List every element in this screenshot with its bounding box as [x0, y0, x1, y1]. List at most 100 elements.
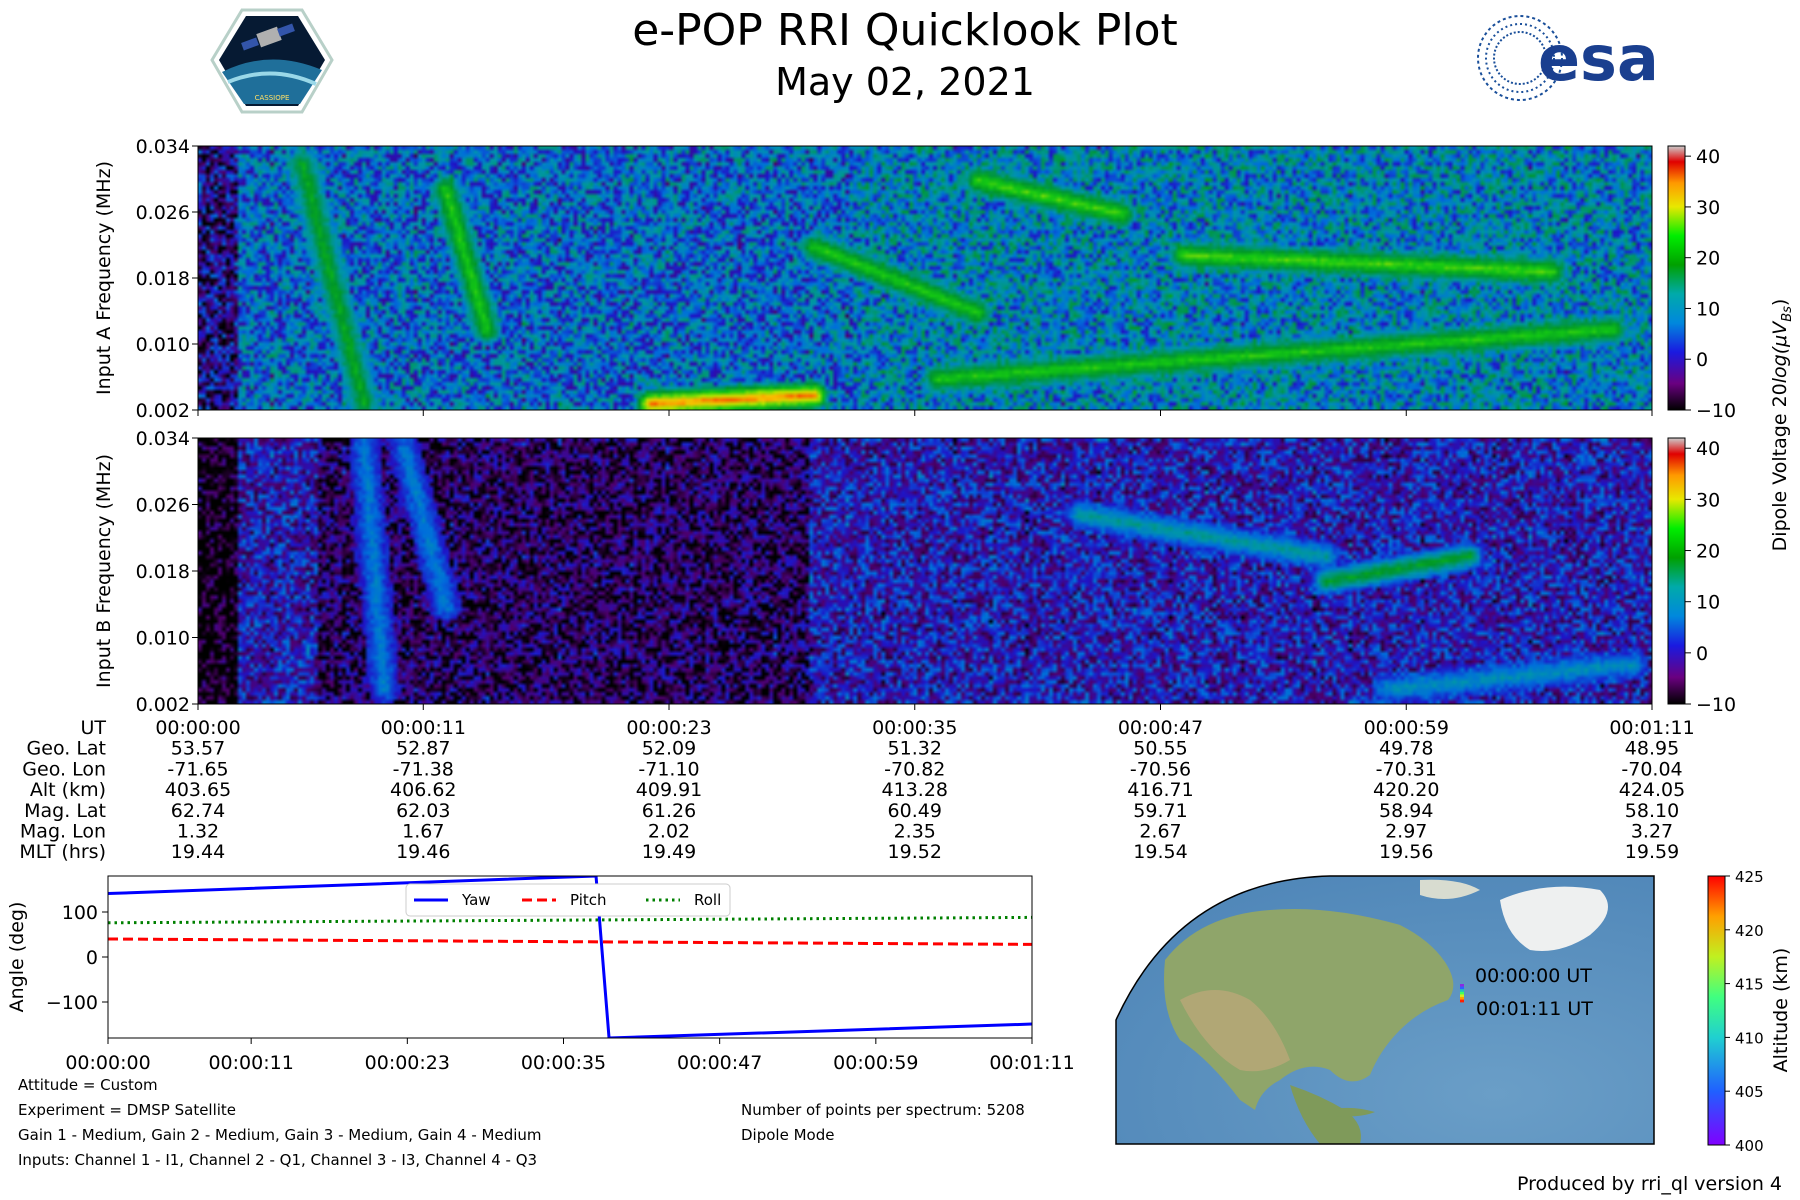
- ephemeris-cell: 19.49: [642, 841, 696, 863]
- map-globe: [1116, 876, 1654, 1144]
- altitude-colorbar: 425 420 415 410 405 400: [1707, 868, 1764, 1155]
- y-tick-label: 0.034: [136, 136, 190, 158]
- voltage-colorbar-label-end: ): [1769, 299, 1791, 306]
- track-segment: [1460, 999, 1464, 1003]
- y-tick-label: 0.018: [136, 561, 190, 583]
- cassiope-logo: CASSIOPE: [210, 8, 334, 114]
- attitude-y-tick-label: 100: [62, 902, 98, 924]
- ephemeris-cell: 1.67: [402, 821, 444, 843]
- info-gains: Gain 1 - Medium, Gain 2 - Medium, Gain 3…: [18, 1126, 542, 1144]
- altitude-tick-label: 420: [1735, 922, 1764, 940]
- ephemeris-cell: 406.62: [390, 779, 456, 801]
- info-text: Attitude = Custom Experiment = DMSP Sate…: [18, 1076, 1782, 1195]
- legend-box: [405, 883, 731, 917]
- altitude-tick-label: 405: [1735, 1083, 1764, 1101]
- legend-label-roll: Roll: [694, 891, 721, 909]
- colorbar-tick-label: 10: [1696, 298, 1720, 320]
- altitude-tick-label: 400: [1735, 1137, 1764, 1155]
- spectrogram-input-a: 0.034 0.026 0.018 0.010 0.002 Input A Frequen…: [93, 136, 1653, 422]
- attitude-x-tick-label: 00:00:11: [208, 1052, 293, 1074]
- ephemeris-cell: 2.35: [894, 821, 936, 843]
- ephemeris-cell: 49.78: [1379, 738, 1433, 760]
- colorbar-tick-label: 30: [1696, 489, 1720, 511]
- ground-track-map: 00:00:00 UT 00:01:11 UT: [1115, 875, 1655, 1145]
- colorbar-tick-label: 40: [1696, 438, 1720, 460]
- ephemeris-cell: 19.46: [396, 841, 450, 863]
- voltage-colorbar-a: [1667, 145, 1686, 411]
- voltage-colorbar-label-sub: Bs: [1780, 306, 1795, 322]
- ephemeris-cell: 19.56: [1379, 841, 1433, 863]
- altitude-tick-label: 410: [1735, 1029, 1764, 1047]
- y-tick-label: 0.010: [136, 334, 190, 356]
- ephemeris-cell: 58.10: [1625, 800, 1679, 822]
- ephemeris-cell: 424.05: [1619, 779, 1685, 801]
- legend-label-yaw: Yaw: [461, 891, 491, 909]
- ephemeris-cell: -70.82: [884, 758, 945, 780]
- esa-logo: esa: [1477, 15, 1659, 101]
- altitude-colorbar-label: Altitude (km): [1770, 948, 1792, 1073]
- ephemeris-cell: -70.31: [1376, 758, 1437, 780]
- ephemeris-cell: 403.65: [165, 779, 231, 801]
- ephemeris-cell: 19.52: [888, 841, 942, 863]
- attitude-legend: Yaw Pitch Roll: [405, 883, 731, 917]
- ephemeris-cell: 1.32: [177, 821, 219, 843]
- attitude-x-tick-label: 00:00:00: [65, 1052, 150, 1074]
- attitude-series: [108, 876, 1032, 1038]
- colorbar-tick-label: 20: [1696, 541, 1720, 563]
- voltage-colorbar-label-italic: log(μV: [1769, 320, 1791, 383]
- colorbar-tick-label: 30: [1696, 197, 1720, 219]
- ephemeris-cell: 19.44: [171, 841, 225, 863]
- ephemeris-cell: 19.54: [1133, 841, 1187, 863]
- info-mode: Dipole Mode: [741, 1126, 834, 1144]
- ephemeris-cell: 00:00:59: [1364, 717, 1449, 739]
- ephemeris-cell: 00:00:00: [155, 717, 240, 739]
- colorbar-tick-label: 10: [1696, 592, 1720, 614]
- attitude-x-tick-label: 00:00:47: [677, 1052, 762, 1074]
- attitude-line-yaw: [108, 876, 1032, 1038]
- ephemeris-cell: 409.91: [636, 779, 702, 801]
- y-tick-label: 0.010: [136, 628, 190, 650]
- legend-label-pitch: Pitch: [570, 891, 607, 909]
- ephemeris-cell: 58.94: [1379, 800, 1433, 822]
- ephemeris-row-label: Geo. Lat: [27, 738, 106, 760]
- y-tick-label: 0.018: [136, 268, 190, 290]
- ephemeris-cell: 416.71: [1127, 779, 1193, 801]
- y-axis-label: Input B Frequency (MHz): [93, 454, 115, 688]
- track-segment: [1460, 984, 1464, 987]
- ephemeris-cell: 62.03: [396, 800, 450, 822]
- y-tick-label: 0.002: [136, 400, 190, 422]
- track-segment: [1460, 997, 1464, 1000]
- ephemeris-cell: -71.10: [638, 758, 699, 780]
- attitude-y-label: Angle (deg): [6, 902, 28, 1013]
- info-experiment: Experiment = DMSP Satellite: [18, 1101, 236, 1119]
- attitude-x-tick-label: 00:01:11: [989, 1052, 1074, 1074]
- ephemeris-cell: 00:00:11: [381, 717, 466, 739]
- esa-logo-text: esa: [1538, 22, 1659, 95]
- y-tick-label: 0.034: [136, 428, 190, 450]
- ephemeris-cell: -71.38: [393, 758, 454, 780]
- colorbar-tick-label: 0: [1696, 349, 1708, 371]
- info-points: Number of points per spectrum: 5208: [741, 1101, 1025, 1119]
- y-tick-label: 0.026: [136, 495, 190, 517]
- ephemeris-row-label: MLT (hrs): [19, 841, 106, 863]
- ephemeris-cell: -70.56: [1130, 758, 1191, 780]
- spectrogram-image: [198, 438, 1652, 704]
- info-inputs: Inputs: Channel 1 - I1, Channel 2 - Q1, …: [18, 1151, 537, 1169]
- ephemeris-cell: 53.57: [171, 738, 225, 760]
- ephemeris-cell: 59.71: [1133, 800, 1187, 822]
- header: e-POP RRI Quicklook Plot May 02, 2021 CA…: [210, 5, 1659, 114]
- ephemeris-row-label: Geo. Lon: [22, 758, 106, 780]
- voltage-colorbar-b: [1667, 437, 1686, 705]
- ephemeris-row-label: Mag. Lat: [24, 800, 106, 822]
- y-tick-label: 0.002: [136, 694, 190, 716]
- altitude-tick-label: 415: [1735, 976, 1764, 994]
- attitude-plot: 100 0 −100 00:00:00 00:00:11 00:00:23 00:00:35…: [6, 875, 1075, 1074]
- voltage-colorbar-label: Dipole Voltage 20log(μVBs): [1769, 299, 1795, 552]
- attitude-x-tick-label: 00:00:23: [365, 1052, 450, 1074]
- spectrogram-image: [198, 146, 1652, 410]
- track-start-label: 00:00:00 UT: [1475, 965, 1592, 987]
- ephemeris-cell: 00:00:23: [626, 717, 711, 739]
- voltage-colorbar-label-main: Dipole Voltage 20: [1769, 383, 1791, 551]
